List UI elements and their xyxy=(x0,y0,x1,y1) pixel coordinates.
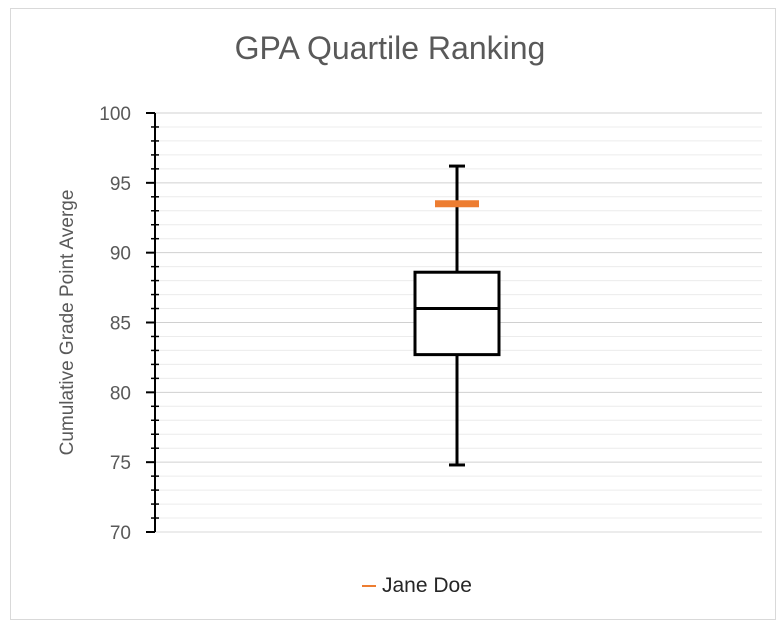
y-tick-label: 95 xyxy=(110,174,131,195)
y-tick-label: 70 xyxy=(110,523,131,544)
y-tick-labels: 70 75 80 85 90 95 100 xyxy=(99,104,131,544)
box-series xyxy=(413,164,501,467)
y-tick-label: 90 xyxy=(110,244,131,265)
chart-title: GPA Quartile Ranking xyxy=(234,30,546,66)
legend-label-jane-doe: Jane Doe xyxy=(382,574,472,597)
legend: Jane Doe xyxy=(362,571,472,601)
y-tick-label: 100 xyxy=(99,104,131,125)
y-axis xyxy=(146,112,159,533)
y-tick-label: 85 xyxy=(110,314,131,335)
y-tick-label: 80 xyxy=(110,383,131,404)
legend-marker-swatch xyxy=(362,585,376,587)
y-axis-label: Cumulative Grade Point Averge xyxy=(57,190,78,456)
y-tick-label: 75 xyxy=(110,453,131,474)
interquartile-box xyxy=(413,270,501,357)
